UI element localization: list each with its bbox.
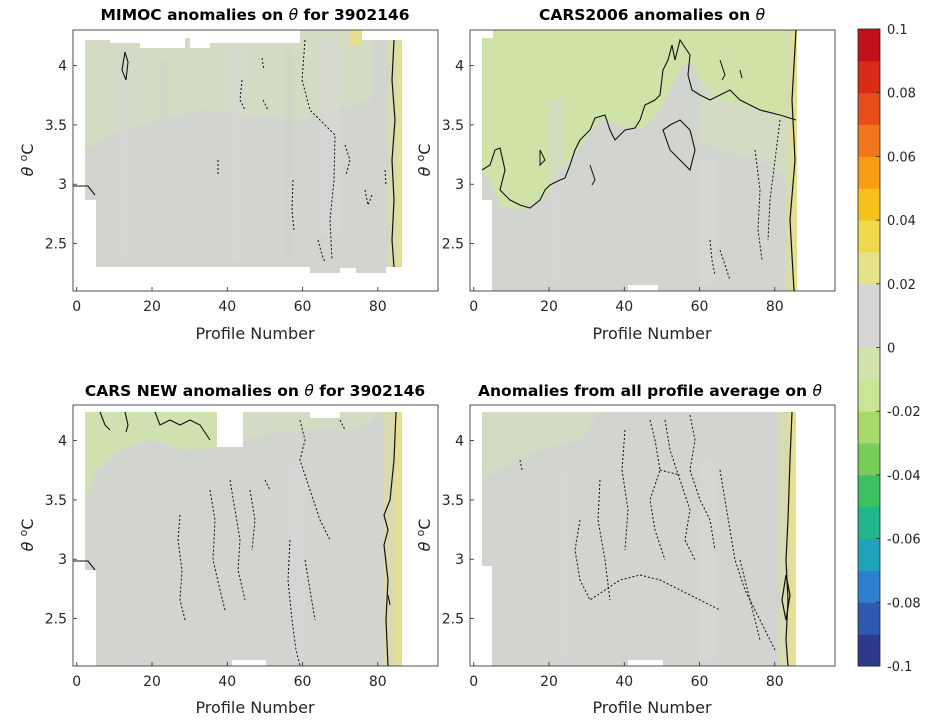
- x-tick-label: 40: [615, 674, 633, 690]
- y-tick-label: 4: [58, 59, 67, 75]
- colorbar-tick-label: 0: [887, 342, 895, 357]
- colorbar-segment: [858, 538, 880, 571]
- colorbar-segment: [858, 315, 880, 348]
- x-tick-label: 40: [218, 674, 236, 690]
- heatmap-field-mimoc: [73, 30, 438, 291]
- colorbar-segment: [858, 506, 880, 540]
- colorbar-tick-label: 0.1: [887, 23, 908, 38]
- y-tick-label: 4: [455, 59, 464, 75]
- panel-title-cars2006: CARS2006 anomalies on θ: [539, 6, 766, 24]
- colorbar-gradient: [858, 29, 880, 667]
- colorbar-tick-label: -0.02: [887, 405, 921, 420]
- colorbar-segment: [858, 443, 880, 476]
- heatmap-field-cars-new: [73, 405, 438, 666]
- x-tick-label: 0: [469, 674, 478, 690]
- axes-box-cars2006: [469, 29, 836, 292]
- y-tick-label: 4: [455, 434, 464, 450]
- x-axis-label-cars-new: Profile Number: [195, 698, 315, 717]
- colorbar-segment: [858, 60, 880, 94]
- colorbar-segment: [858, 188, 880, 221]
- x-tick-label: 20: [540, 299, 558, 315]
- colorbar-tick-label: 0.06: [887, 150, 916, 165]
- x-tick-label: 20: [540, 674, 558, 690]
- x-tick-label: 0: [72, 299, 81, 315]
- y-tick-label: 3.5: [45, 493, 67, 509]
- y-tick-label: 3.5: [442, 493, 464, 509]
- panel-all-profile-average: Anomalies from all profile average on θ: [414, 382, 836, 717]
- x-tick-label: 80: [766, 674, 784, 690]
- x-axis-label-mimoc: Profile Number: [195, 324, 315, 343]
- y-tick-label: 3: [58, 552, 67, 568]
- panel-title-mimoc: MIMOC anomalies on θ for 3902146: [101, 6, 410, 24]
- colorbar-segment: [858, 570, 880, 603]
- x-tick-label: 60: [691, 299, 709, 315]
- heatmap-field-all-profile-average: [470, 405, 835, 666]
- y-tick-label: 3: [455, 552, 464, 568]
- x-tick-label: 0: [72, 674, 81, 690]
- x-tick-label: 80: [766, 299, 784, 315]
- colorbar-segment: [858, 220, 880, 253]
- x-tick-label: 60: [294, 674, 312, 690]
- y-tick-label: 3: [58, 177, 67, 193]
- colorbar: 0.1 0.08 0.06 0.04 0.02 0 -0.02 -0.04 -0.06 -0.08…: [857, 23, 921, 675]
- y-tick-label: 2.5: [45, 237, 67, 253]
- heatmap-field-cars2006: [470, 30, 835, 291]
- colorbar-tick-label: -0.04: [887, 469, 921, 484]
- x-tick-label: 20: [143, 674, 161, 690]
- x-tick-label: 60: [294, 299, 312, 315]
- x-tick-label: 40: [615, 299, 633, 315]
- axes-box-all-profile-average: [469, 404, 836, 667]
- colorbar-tick-label: 0.02: [887, 278, 916, 293]
- x-tick-label: 80: [369, 674, 387, 690]
- y-axis-label-cars-new: θ oC: [17, 519, 37, 552]
- colorbar-segment: [858, 634, 880, 667]
- y-axis-label-mimoc: θ oC: [17, 144, 37, 177]
- axes-box-mimoc: [72, 29, 439, 292]
- panel-title-cars-new: CARS NEW anomalies on θ for 3902146: [85, 382, 425, 400]
- y-axis-label-all-profile-average: θ oC: [414, 519, 434, 552]
- colorbar-tick-label: -0.08: [887, 596, 921, 611]
- x-tick-label: 60: [691, 674, 709, 690]
- colorbar-tick-label: 0.04: [887, 214, 916, 229]
- colorbar-segment: [858, 251, 880, 285]
- panel-cars-new: CARS NEW anomalies on θ for 3902146: [17, 382, 439, 717]
- colorbar-segment: [858, 283, 880, 317]
- y-tick-label: 3: [455, 177, 464, 193]
- x-tick-label: 40: [218, 299, 236, 315]
- colorbar-tick-label: -0.06: [887, 533, 921, 548]
- colorbar-segment: [858, 124, 880, 157]
- colorbar-segment: [858, 156, 880, 189]
- x-tick-label: 20: [143, 299, 161, 315]
- colorbar-segment: [858, 379, 880, 412]
- colorbar-segment: [858, 347, 880, 380]
- panel-title-all-profile-average: Anomalies from all profile average on θ: [478, 382, 822, 400]
- colorbar-tick-label: -0.1: [887, 660, 912, 675]
- colorbar-segment: [858, 92, 880, 126]
- y-tick-label: 2.5: [45, 612, 67, 628]
- x-axis-label-cars2006: Profile Number: [592, 324, 712, 343]
- x-tick-label: 0: [469, 299, 478, 315]
- colorbar-segment: [858, 474, 880, 508]
- panel-cars2006: CARS2006 anomalies on θ: [414, 6, 836, 343]
- panel-mimoc: MIMOC anomalies on θ for 3902146: [17, 6, 439, 343]
- y-tick-label: 2.5: [442, 612, 464, 628]
- colorbar-segment: [858, 411, 880, 444]
- x-axis-label-all-profile-average: Profile Number: [592, 698, 712, 717]
- y-tick-label: 3.5: [442, 118, 464, 134]
- colorbar-segment: [858, 602, 880, 635]
- y-tick-label: 4: [58, 434, 67, 450]
- colorbar-tick-label: 0.08: [887, 87, 916, 102]
- y-axis-label-cars2006: θ oC: [414, 144, 434, 177]
- y-tick-label: 3.5: [45, 118, 67, 134]
- x-tick-label: 80: [369, 299, 387, 315]
- y-tick-label: 2.5: [442, 237, 464, 253]
- axes-box-cars-new: [72, 404, 439, 667]
- colorbar-segment: [858, 29, 880, 62]
